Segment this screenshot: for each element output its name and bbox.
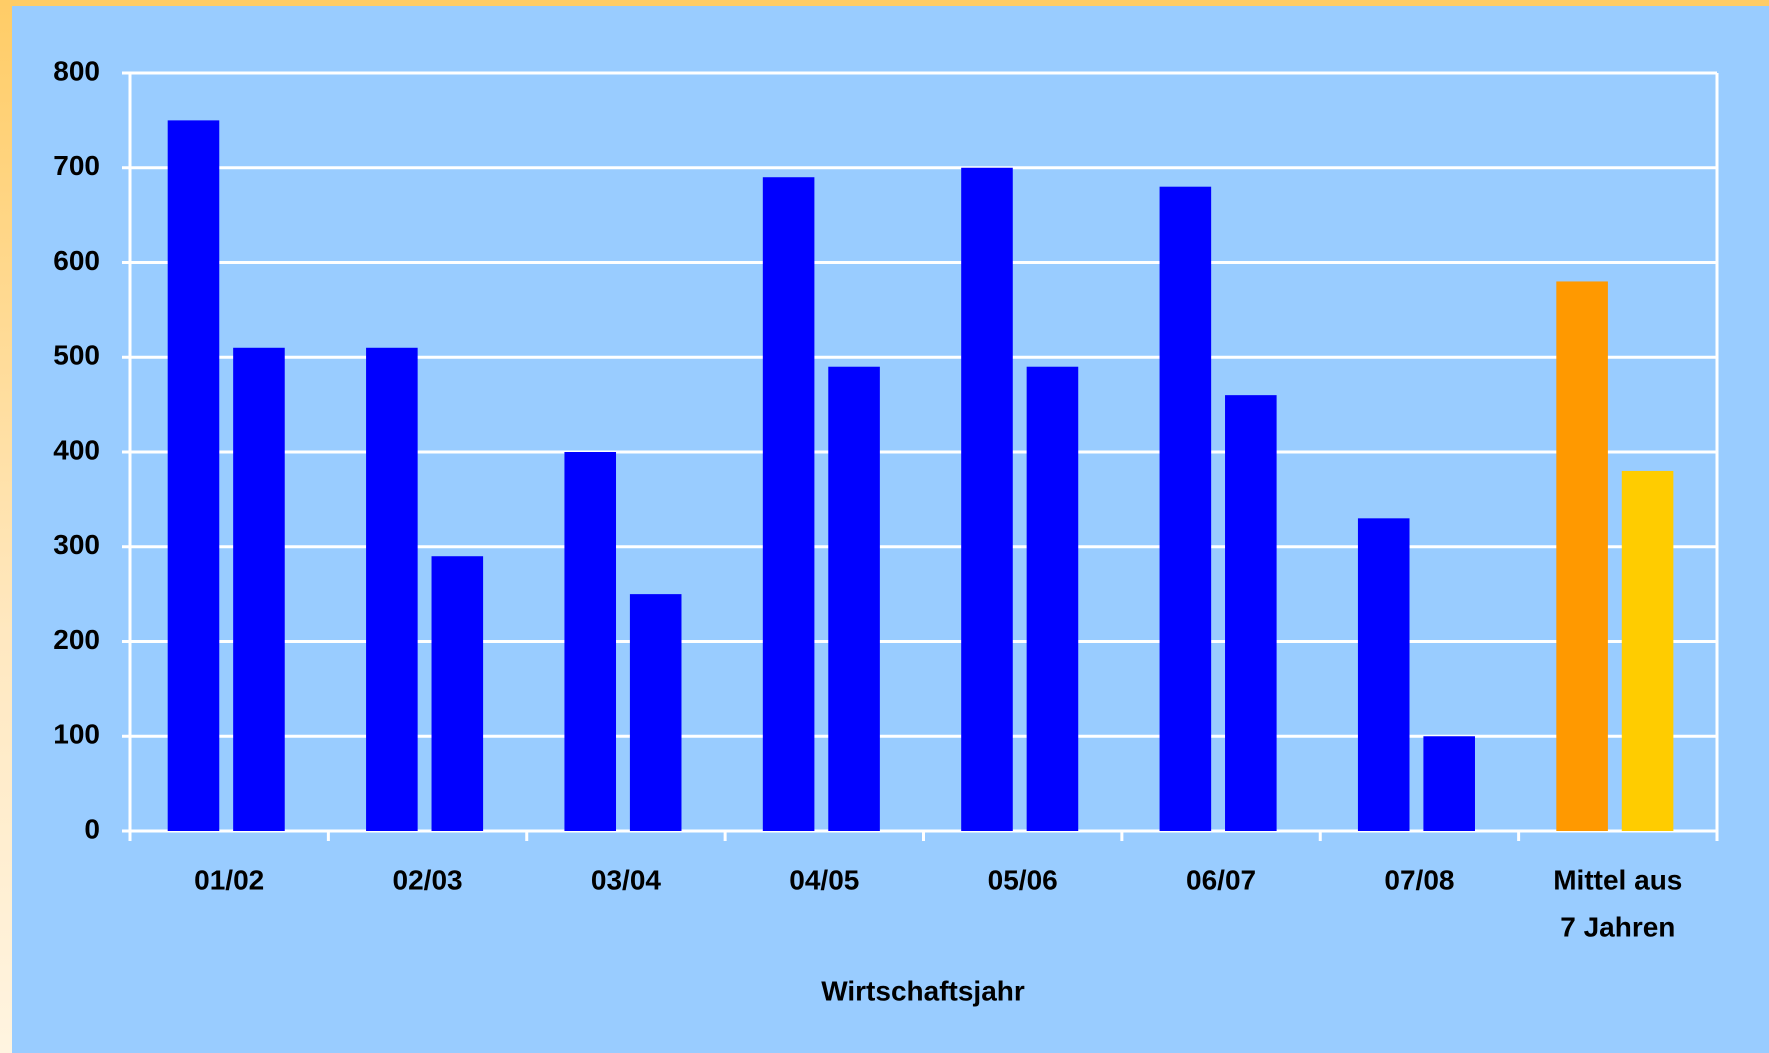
x-tick-label: 03/04 <box>591 864 661 895</box>
bar <box>1423 736 1475 831</box>
bar <box>828 366 880 831</box>
plot-background <box>12 6 1769 1053</box>
frame-top <box>0 0 1769 6</box>
y-tick-label: 100 <box>53 719 100 750</box>
bar <box>366 347 418 831</box>
bar <box>1026 366 1079 831</box>
y-tick-label: 200 <box>53 624 100 655</box>
y-tick-label: 600 <box>53 245 100 276</box>
y-tick-label: 300 <box>53 529 100 560</box>
y-tick-label: 800 <box>53 55 100 86</box>
bar <box>233 347 285 831</box>
x-tick-label: 06/07 <box>1186 864 1256 895</box>
bar <box>762 177 815 832</box>
bar <box>564 452 617 831</box>
bar <box>629 594 682 831</box>
x-tick-label: Mittel aus <box>1553 864 1682 895</box>
x-tick-label: 07/08 <box>1384 864 1454 895</box>
bar <box>1225 395 1277 831</box>
y-tick-label: 700 <box>53 150 100 181</box>
x-axis-title: Wirtschaftsjahr <box>821 975 1025 1006</box>
x-tick-label: 04/05 <box>789 864 859 895</box>
y-tick-label: 0 <box>84 813 100 844</box>
bar <box>961 167 1013 831</box>
y-tick-label: 500 <box>53 340 100 371</box>
bar <box>1357 518 1410 831</box>
x-tick-label: 02/03 <box>393 864 463 895</box>
bar <box>1621 470 1674 831</box>
x-tick-label: 7 Jahren <box>1560 911 1675 942</box>
x-tick-label: 05/06 <box>988 864 1058 895</box>
bar <box>167 120 220 831</box>
x-tick-label: 01/02 <box>194 864 264 895</box>
bar <box>1556 281 1608 831</box>
bar <box>431 556 484 831</box>
y-tick-label: 400 <box>53 434 100 465</box>
bar <box>1159 186 1212 831</box>
